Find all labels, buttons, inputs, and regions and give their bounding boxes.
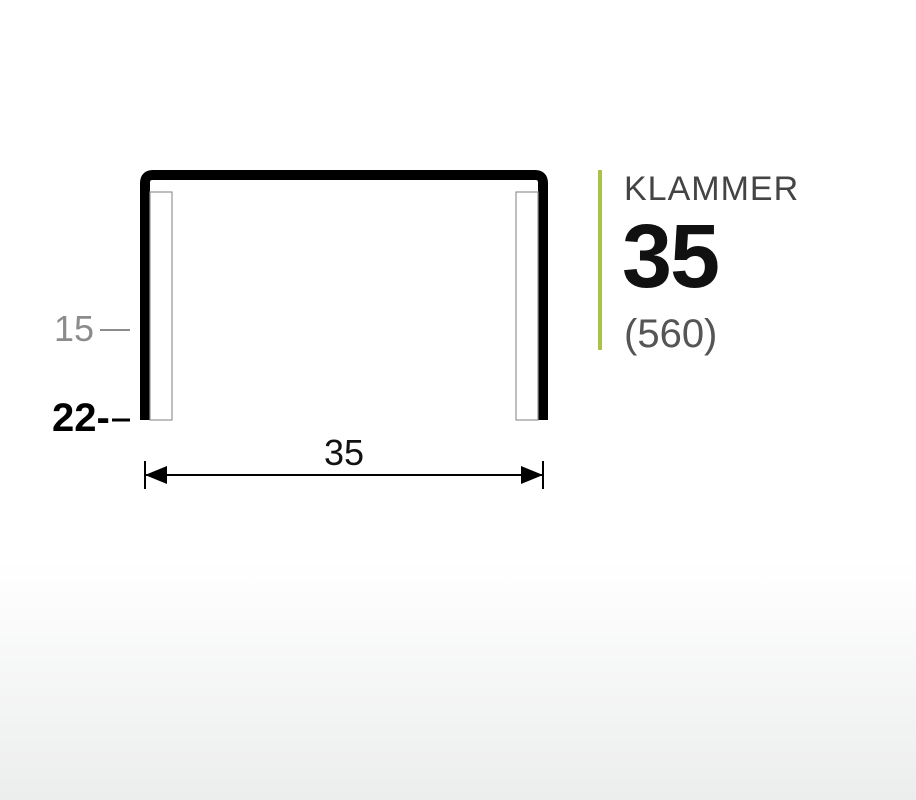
product-model-number: 35 (622, 206, 718, 309)
product-alt-model: (560) (624, 312, 717, 357)
technical-drawing-svg (0, 0, 916, 800)
product-type-label: KLAMMER (624, 170, 799, 209)
staple-leg-right-face (516, 192, 538, 420)
width-dim-arrow-left (145, 466, 167, 484)
width-dim-arrow-right (521, 466, 543, 484)
height-dimension-2: 22- (52, 396, 110, 441)
height-dimension-1: 15 (54, 308, 94, 350)
width-dimension-value: 35 (324, 432, 364, 474)
staple-outline (145, 175, 543, 420)
diagram-canvas: KLAMMER 35 (560) 15 22- 35 (0, 0, 916, 800)
staple-leg-left-face (150, 192, 172, 420)
